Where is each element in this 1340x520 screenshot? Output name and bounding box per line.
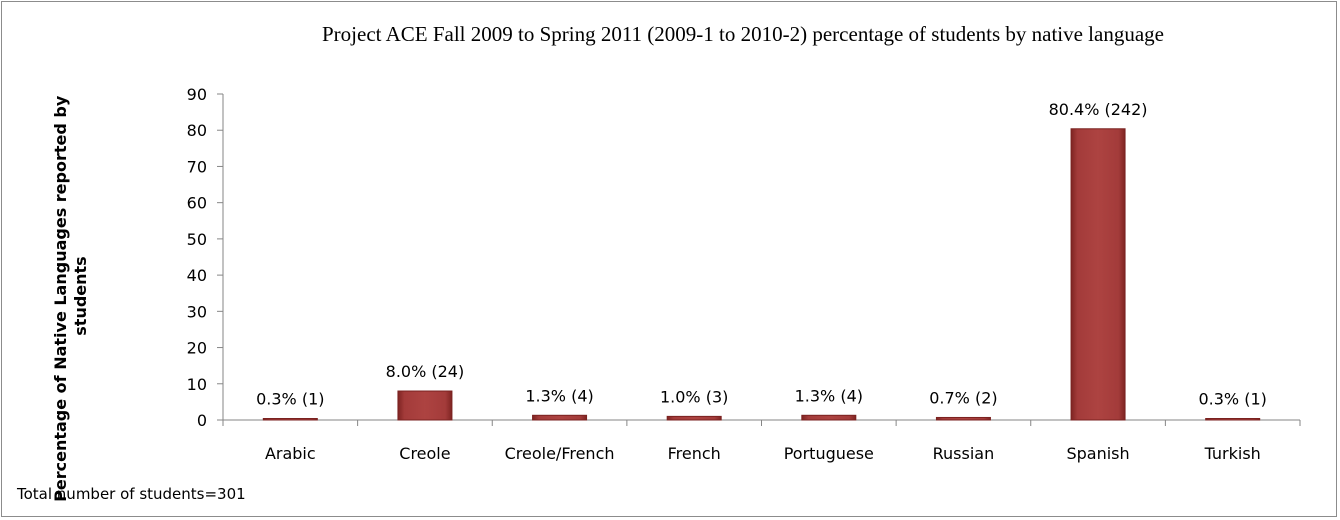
- y-tick-label: 0: [197, 411, 207, 430]
- chart-title: Project ACE Fall 2009 to Spring 2011 (20…: [322, 22, 1164, 46]
- data-label: 0.7% (2): [929, 388, 997, 407]
- data-label: 0.3% (1): [256, 390, 324, 409]
- y-tick-label: 50: [187, 230, 207, 249]
- x-tick-label: Portuguese: [784, 444, 874, 463]
- x-tick-label: Russian: [933, 444, 995, 463]
- data-label: 1.0% (3): [660, 387, 728, 406]
- x-tick-label: Creole/French: [505, 444, 615, 463]
- y-tick-label: 20: [187, 339, 207, 358]
- y-tick-label: 90: [187, 85, 207, 104]
- svg-text:Percentage of Native Languages: Percentage of Native Languages reported …: [51, 90, 90, 502]
- bar-spanish: [1070, 128, 1126, 421]
- bar-arabic: [262, 418, 318, 421]
- data-label: 8.0% (24): [386, 362, 465, 381]
- x-tick-label: French: [668, 444, 721, 463]
- x-tick-label: Turkish: [1204, 444, 1261, 463]
- data-label: 1.3% (4): [795, 386, 863, 405]
- bar-turkish: [1205, 418, 1261, 421]
- bar-portuguese: [801, 414, 857, 421]
- data-label: 0.3% (1): [1198, 390, 1266, 409]
- y-axis-title-line-2: students: [71, 256, 90, 335]
- bar-creole-french: [532, 414, 588, 421]
- data-label: 80.4% (242): [1049, 100, 1148, 119]
- y-axis-title-line-1: Percentage of Native Languages reported …: [51, 95, 70, 502]
- y-tick-label: 80: [187, 121, 207, 140]
- bar-creole: [397, 390, 453, 421]
- y-tick-label: 70: [187, 157, 207, 176]
- x-tick-label: Creole: [399, 444, 450, 463]
- y-tick-label: 40: [187, 266, 207, 285]
- bar-french: [666, 415, 722, 421]
- y-tick-label: 30: [187, 302, 207, 321]
- y-tick-label: 10: [187, 375, 207, 394]
- y-axis-title: Percentage of Native Languages reported …: [51, 90, 90, 502]
- y-tick-label: 60: [187, 194, 207, 213]
- x-tick-label: Spanish: [1066, 444, 1129, 463]
- data-label: 1.3% (4): [525, 386, 593, 405]
- bar-russian: [935, 416, 991, 421]
- footnote: Total number of students=301: [17, 485, 246, 503]
- x-tick-label: Arabic: [265, 444, 316, 463]
